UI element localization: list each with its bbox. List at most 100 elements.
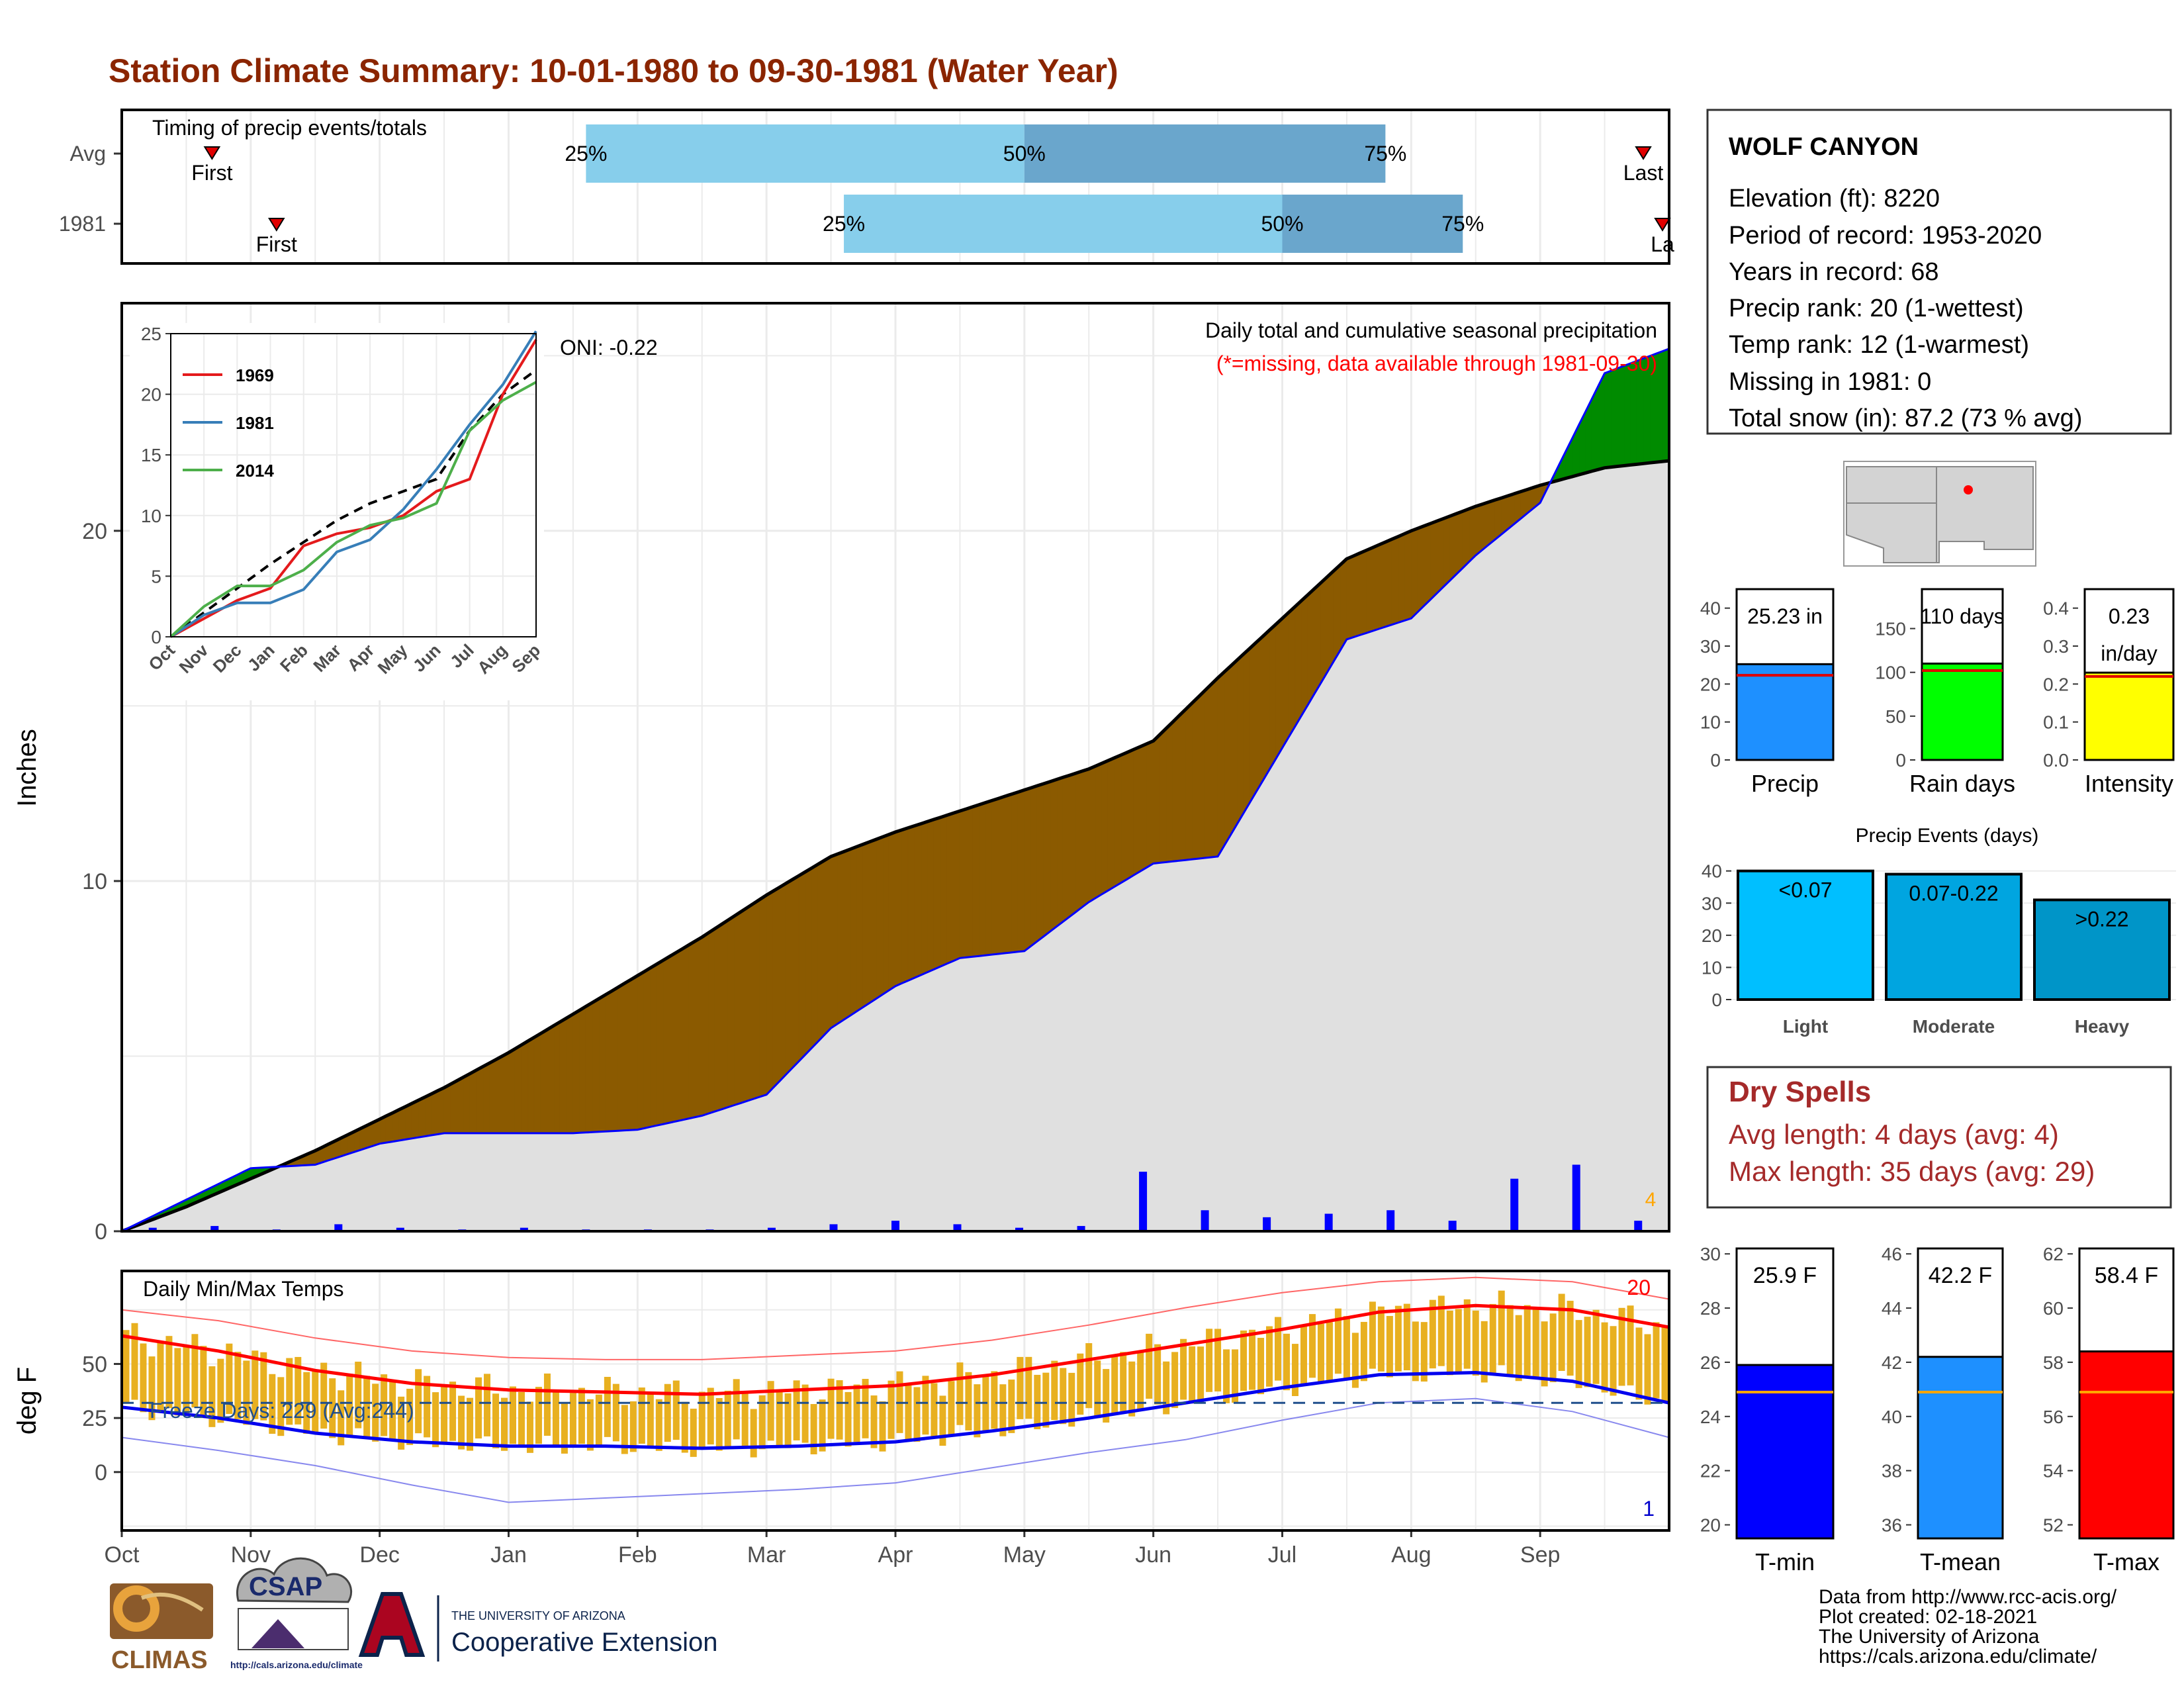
deficit-area bbox=[682, 944, 690, 1121]
daily-temp-range-bar bbox=[1480, 1321, 1488, 1383]
daily-temp-range-bar bbox=[690, 1409, 697, 1457]
daily-temp-range-bar bbox=[381, 1374, 388, 1436]
daily-temp-range-bar bbox=[338, 1390, 345, 1446]
deficit-area bbox=[1191, 696, 1199, 860]
small-value-bar bbox=[1917, 1356, 2004, 1540]
timing-panel: Timing of precip events/totals Avg 25% 50% 7… bbox=[59, 109, 1674, 265]
daily-temp-range-bar bbox=[1394, 1305, 1402, 1372]
deficit-area bbox=[921, 821, 929, 976]
timing-bar-50-75 bbox=[1282, 195, 1463, 253]
daily-temp-range-bar bbox=[1180, 1338, 1187, 1400]
daily-temps-panel: 0 25 50 deg F Daily Min/Max Temps Freeze Days… bbox=[13, 1270, 1670, 1568]
deficit-area bbox=[1424, 523, 1432, 607]
daily-temp-range-bar bbox=[1351, 1333, 1359, 1388]
deficit-area bbox=[405, 1103, 412, 1140]
daily-precip-bar bbox=[1201, 1210, 1209, 1231]
small-value-bar bbox=[1921, 662, 2004, 761]
daily-temp-range-bar bbox=[862, 1379, 869, 1438]
deficit-area bbox=[431, 1090, 438, 1136]
deficit-area bbox=[772, 886, 780, 1089]
daily-temp-range-bar bbox=[1257, 1338, 1265, 1395]
cum-y-tick-label: 20 bbox=[82, 519, 107, 544]
precip-events-panel: Precip Events (days) 0 10 20 30 40 <0.07 Light 0… bbox=[1702, 825, 2176, 1037]
deficit-area bbox=[824, 856, 832, 1036]
timing-q25-label: 25% bbox=[565, 142, 607, 165]
deficit-area bbox=[617, 982, 625, 1131]
daily-temp-range-bar bbox=[664, 1383, 671, 1442]
daily-temp-range-bar bbox=[810, 1404, 817, 1455]
deficit-area bbox=[1494, 497, 1502, 541]
small-y-tick-label: 54 bbox=[2043, 1461, 2064, 1481]
cum-y-axis-label: Inches bbox=[13, 729, 42, 807]
daily-temp-range-bar bbox=[1635, 1327, 1643, 1400]
deficit-area bbox=[1210, 677, 1218, 858]
deficit-area bbox=[418, 1096, 426, 1138]
deficit-area bbox=[1391, 536, 1399, 626]
events-bar bbox=[2033, 898, 2171, 1002]
daily-temp-range-bar bbox=[355, 1362, 362, 1429]
climas-wordmark: CLIMAS bbox=[111, 1646, 208, 1674]
daily-temp-range-bar bbox=[750, 1409, 757, 1458]
cumulative-precip-panel: 0 10 20 Inches ONI: -0.22 Daily total and cum… bbox=[13, 302, 1670, 1244]
ua-logo: THE UNIVERSITY OF ARIZONA Cooperative Ex… bbox=[358, 1592, 717, 1662]
daily-temp-range-bar bbox=[329, 1378, 336, 1438]
deficit-area bbox=[662, 955, 670, 1125]
small-y-tick-label: 100 bbox=[1875, 663, 1906, 683]
deficit-area bbox=[785, 878, 793, 1076]
daily-temp-range-bar bbox=[1171, 1352, 1179, 1409]
deficit-area bbox=[1133, 746, 1141, 876]
deficit-area bbox=[398, 1105, 406, 1141]
month-tick-label: May bbox=[1003, 1542, 1046, 1568]
daily-temp-range-bar bbox=[681, 1401, 688, 1453]
inset-frame bbox=[170, 333, 537, 637]
daily-temp-range-bar bbox=[561, 1403, 568, 1454]
daily-temp-range-bar bbox=[948, 1381, 955, 1437]
daily-temp-range-bar bbox=[1060, 1368, 1067, 1425]
daily-precip-bar bbox=[1634, 1221, 1643, 1231]
daily-temp-range-bar bbox=[776, 1389, 783, 1446]
deficit-area bbox=[443, 1083, 451, 1134]
deficit-area bbox=[811, 863, 819, 1049]
station-line: Elevation (ft): 8220 bbox=[1729, 185, 1940, 212]
small-value-bar bbox=[2083, 671, 2175, 761]
daily-temp-range-bar bbox=[251, 1350, 259, 1419]
deficit-area bbox=[585, 1002, 593, 1133]
deficit-area bbox=[740, 907, 748, 1104]
daily-temp-range-bar bbox=[191, 1334, 199, 1408]
freeze-days-label: Freeze Days: 229 (Avg:244) bbox=[150, 1399, 414, 1423]
deficit-area bbox=[753, 898, 760, 1100]
deficit-area bbox=[1456, 510, 1463, 575]
small-y-tick-label: 62 bbox=[2043, 1244, 2064, 1264]
daily-temp-range-bar bbox=[1377, 1306, 1385, 1372]
daily-temp-range-bar bbox=[441, 1387, 448, 1444]
deficit-area bbox=[882, 833, 889, 996]
last-event-label: La bbox=[1651, 232, 1674, 256]
deficit-area bbox=[1340, 558, 1347, 652]
daily-temp-range-bar bbox=[1240, 1330, 1248, 1391]
daily-temp-range-bar bbox=[183, 1346, 190, 1415]
daily-temp-range-bar bbox=[827, 1378, 835, 1439]
record-low-count: 1 bbox=[1643, 1497, 1655, 1521]
deficit-area bbox=[1243, 647, 1251, 815]
daily-temp-range-bar bbox=[1472, 1310, 1479, 1376]
station-info-box: WOLF CANYON Elevation (ft): 8220 Period … bbox=[1706, 109, 2172, 435]
deficit-area bbox=[611, 986, 619, 1132]
cum-y-tick-label: 10 bbox=[82, 869, 107, 894]
daily-temp-range-bar bbox=[1584, 1317, 1591, 1387]
deficit-area bbox=[476, 1066, 484, 1134]
deficit-area bbox=[946, 812, 954, 964]
daily-temp-range-bar bbox=[131, 1323, 138, 1400]
deficit-area bbox=[1398, 533, 1406, 624]
small-y-tick-label: 28 bbox=[1700, 1298, 1721, 1319]
daily-temp-range-bar bbox=[1429, 1299, 1436, 1369]
events-category-label: Light bbox=[1783, 1016, 1828, 1037]
small-y-tick-label: 50 bbox=[1886, 706, 1906, 727]
daily-temp-range-bar bbox=[1266, 1326, 1273, 1387]
deficit-area bbox=[759, 894, 767, 1098]
daily-temp-range-bar bbox=[208, 1366, 216, 1427]
small-y-tick-label: 56 bbox=[2043, 1407, 2064, 1427]
last-event-label: Last bbox=[1623, 161, 1664, 185]
daily-temp-range-bar bbox=[1360, 1321, 1367, 1382]
events-bar bbox=[1737, 869, 1874, 1001]
surplus-area bbox=[1617, 365, 1625, 467]
